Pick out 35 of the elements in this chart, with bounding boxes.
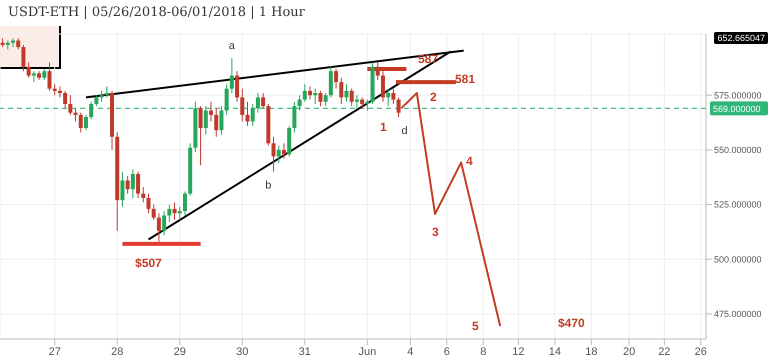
annotation: d: [402, 124, 408, 137]
x-tick-label: 31: [298, 346, 311, 358]
y-tick-label: 500.000000: [714, 254, 762, 264]
annotation: 2: [430, 90, 437, 104]
annotation: 3: [432, 225, 439, 239]
annotation: 4: [466, 154, 473, 168]
y-tick-label: 525.000000: [714, 200, 762, 210]
x-tick-label: 8: [480, 346, 486, 358]
x-tick-label: 30: [236, 346, 248, 358]
x-tick-label: 18: [585, 346, 598, 358]
annotation: $507: [135, 256, 162, 270]
annotation: 587: [418, 52, 438, 66]
x-tick-label: 14: [548, 346, 562, 358]
x-tick-label: 22: [658, 346, 670, 358]
y-tick-label: 575.000000: [714, 90, 762, 100]
annotation: 5: [472, 319, 479, 333]
x-tick-label: 12: [512, 346, 525, 358]
annotation: a: [228, 40, 236, 52]
x-tick-label: 26: [694, 346, 707, 358]
x-tick-label: 20: [623, 346, 636, 358]
annotation: $470: [558, 316, 585, 330]
x-tick-label: 28: [111, 346, 124, 358]
text: 652.665047: [714, 32, 768, 44]
x-tick-label: 27: [48, 346, 61, 358]
y-tick-label: 550.000000: [714, 145, 762, 156]
ref-line-label: 569.000000: [713, 104, 761, 114]
annotation: b: [265, 180, 272, 192]
x-tick-label: 29: [174, 346, 186, 358]
y-tick-label: 475.000000: [714, 309, 762, 320]
annotation: 581: [455, 72, 476, 86]
x-tick-label: Jun: [358, 346, 376, 358]
x-tick-label: 6: [444, 346, 450, 358]
annotation: 1: [380, 120, 387, 134]
x-tick-label: 4: [407, 346, 414, 358]
chart-title: USDT-ETH | 05/26/2018-06/01/2018 | 1 Hour: [7, 4, 306, 22]
